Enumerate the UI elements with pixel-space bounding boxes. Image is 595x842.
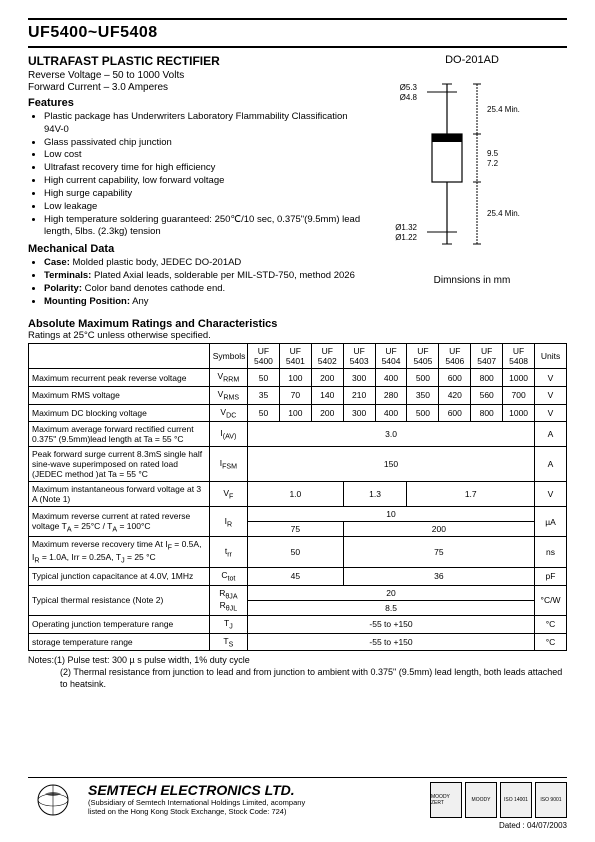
company-logo-icon bbox=[28, 782, 78, 818]
table-row: Maximum RMS voltageVRMS35701402102803504… bbox=[29, 387, 567, 405]
dimensions-note: Dimnsions in mm bbox=[377, 275, 567, 286]
feature-item: High current capability, low forward vol… bbox=[44, 175, 365, 188]
table-row: Maximum reverse current at rated reverse… bbox=[29, 507, 567, 522]
spec-current: Forward Current – 3.0 Amperes bbox=[28, 82, 365, 93]
mech-list: Case: Molded plastic body, JEDEC DO-201A… bbox=[28, 257, 365, 308]
cert-badge: ISO 9001 bbox=[535, 782, 567, 818]
cert-badges: MOODY ZERTMOODYISO 14001ISO 9001 bbox=[430, 782, 567, 818]
footer-date: Dated : 04/07/2003 bbox=[28, 821, 567, 830]
package-diagram: Ø5.3 Ø4.8 25.4 Min. 9.5 7.2 Ø1.32 Ø1.22 … bbox=[387, 74, 557, 264]
package-column: DO-201AD Ø5.3 Ø4.8 25.4 Min. 9.5 7.2 Ø1.… bbox=[377, 54, 567, 310]
spec-voltage: Reverse Voltage – 50 to 1000 Volts bbox=[28, 70, 365, 81]
left-column: ULTRAFAST PLASTIC RECTIFIER Reverse Volt… bbox=[28, 54, 365, 310]
cert-badge: MOODY ZERT bbox=[430, 782, 462, 818]
table-row: Peak forward surge current 8.3mS single … bbox=[29, 447, 567, 482]
company-sub1: (Subsidiary of Semtech International Hol… bbox=[88, 798, 420, 807]
svg-text:Ø1.32: Ø1.32 bbox=[395, 223, 417, 232]
table-row: Typical thermal resistance (Note 2)RθJAR… bbox=[29, 585, 567, 600]
table-row: Maximum DC blocking voltageVDC5010020030… bbox=[29, 404, 567, 422]
note-1: Notes:(1) Pulse test: 300 µ s pulse widt… bbox=[28, 655, 567, 667]
feature-item: High surge capability bbox=[44, 188, 365, 201]
features-head: Features bbox=[28, 97, 365, 109]
svg-text:25.4 Min.: 25.4 Min. bbox=[487, 105, 520, 114]
note-2: (2) Thermal resistance from junction to … bbox=[28, 667, 567, 690]
table-row: Maximum recurrent peak reverse voltageVR… bbox=[29, 369, 567, 387]
table-header-row: SymbolsUF5400UF5401UF5402UF5403UF5404UF5… bbox=[29, 344, 567, 369]
feature-item: Glass passivated chip junction bbox=[44, 137, 365, 150]
svg-text:Ø4.8: Ø4.8 bbox=[400, 93, 418, 102]
cert-badge: MOODY bbox=[465, 782, 497, 818]
company-sub2: listed on the Hong Kong Stock Exchange, … bbox=[88, 807, 420, 816]
company-name: SEMTECH ELECTRONICS LTD. bbox=[88, 782, 420, 798]
svg-text:7.2: 7.2 bbox=[487, 159, 499, 168]
mech-item: Case: Molded plastic body, JEDEC DO-201A… bbox=[44, 257, 365, 270]
feature-item: High temperature soldering guaranteed: 2… bbox=[44, 214, 365, 240]
svg-text:Ø1.22: Ø1.22 bbox=[395, 233, 417, 242]
feature-item: Low leakage bbox=[44, 201, 365, 214]
ratings-title: Absolute Maximum Ratings and Characteris… bbox=[28, 318, 567, 330]
ratings-table: SymbolsUF5400UF5401UF5402UF5403UF5404UF5… bbox=[28, 343, 567, 651]
ratings-condition: Ratings at 25°C unless otherwise specifi… bbox=[28, 330, 567, 341]
mech-item: Polarity: Color band denotes cathode end… bbox=[44, 283, 365, 296]
feature-item: Plastic package has Underwriters Laborat… bbox=[44, 111, 365, 137]
table-row: Maximum reverse recovery time At IF = 0.… bbox=[29, 537, 567, 567]
feature-item: Low cost bbox=[44, 149, 365, 162]
cert-badge: ISO 14001 bbox=[500, 782, 532, 818]
features-list: Plastic package has Underwriters Laborat… bbox=[28, 111, 365, 239]
mech-item: Terminals: Plated Axial leads, solderabl… bbox=[44, 270, 365, 283]
svg-text:9.5: 9.5 bbox=[487, 149, 499, 158]
notes-block: Notes:(1) Pulse test: 300 µ s pulse widt… bbox=[28, 655, 567, 690]
table-row: Maximum instantaneous forward voltage at… bbox=[29, 482, 567, 507]
footer: SEMTECH ELECTRONICS LTD. (Subsidiary of … bbox=[28, 777, 567, 830]
svg-text:Ø5.3: Ø5.3 bbox=[400, 83, 418, 92]
part-number-title: UF5400~UF5408 bbox=[28, 24, 567, 42]
mech-item: Mounting Position: Any bbox=[44, 296, 365, 309]
product-title: ULTRAFAST PLASTIC RECTIFIER bbox=[28, 54, 365, 68]
table-row: Typical junction capacitance at 4.0V, 1M… bbox=[29, 567, 567, 585]
svg-text:25.4 Min.: 25.4 Min. bbox=[487, 209, 520, 218]
mech-head: Mechanical Data bbox=[28, 243, 365, 255]
package-label: DO-201AD bbox=[377, 54, 567, 66]
feature-item: Ultrafast recovery time for high efficie… bbox=[44, 162, 365, 175]
table-row: storage temperature rangeTS-55 to +150°C bbox=[29, 633, 567, 651]
table-row: Maximum average forward rectified curren… bbox=[29, 422, 567, 447]
table-row: Operating junction temperature rangeTJ-5… bbox=[29, 615, 567, 633]
